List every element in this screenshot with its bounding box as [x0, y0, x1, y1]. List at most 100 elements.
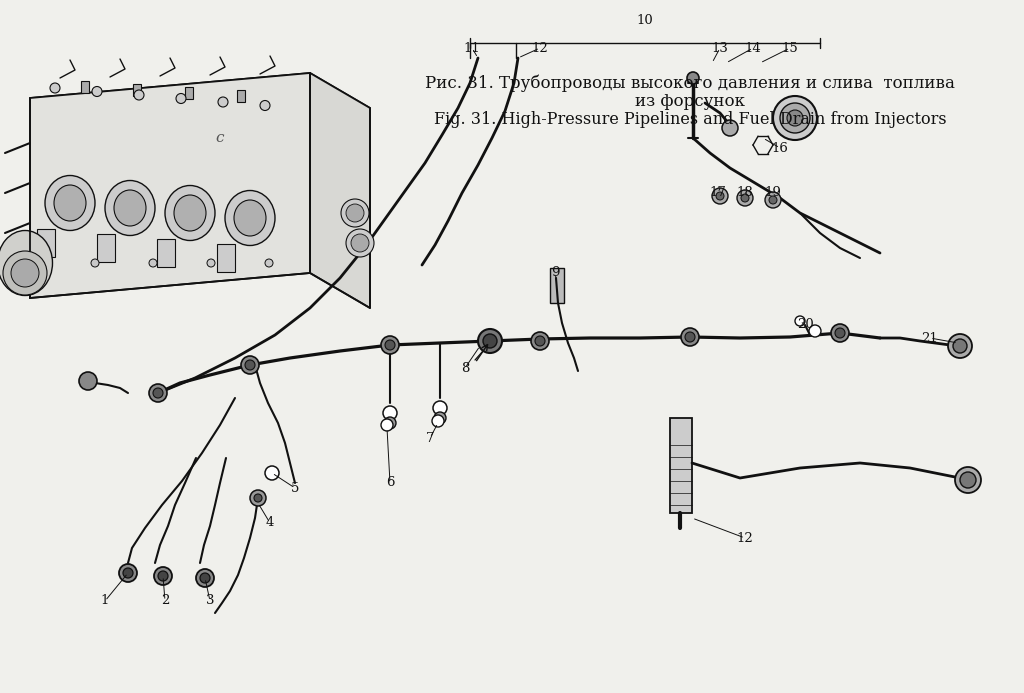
Circle shape	[384, 417, 396, 429]
Circle shape	[265, 259, 273, 267]
Circle shape	[685, 332, 695, 342]
Circle shape	[831, 324, 849, 342]
Text: 10: 10	[637, 15, 653, 28]
Ellipse shape	[234, 200, 266, 236]
Circle shape	[176, 94, 186, 103]
Circle shape	[245, 360, 255, 370]
Ellipse shape	[225, 191, 275, 245]
Circle shape	[948, 334, 972, 358]
Circle shape	[795, 316, 805, 326]
Circle shape	[765, 192, 781, 208]
Circle shape	[773, 96, 817, 140]
Polygon shape	[310, 73, 370, 308]
Circle shape	[218, 97, 228, 107]
Bar	[550, 268, 564, 303]
Circle shape	[953, 339, 967, 353]
Circle shape	[207, 259, 215, 267]
Circle shape	[687, 72, 699, 84]
Circle shape	[92, 87, 102, 96]
Bar	[81, 81, 89, 93]
Text: 9: 9	[551, 267, 559, 279]
Circle shape	[158, 571, 168, 581]
Text: 4: 4	[266, 516, 274, 529]
Circle shape	[381, 336, 399, 354]
Circle shape	[254, 494, 262, 502]
Text: 21: 21	[922, 331, 938, 344]
Circle shape	[955, 467, 981, 493]
Ellipse shape	[45, 175, 95, 231]
Bar	[217, 244, 234, 272]
Circle shape	[200, 573, 210, 583]
Text: 19: 19	[765, 186, 781, 200]
Text: Рис. 31. Трубопроводы высокого давления и слива  топлива: Рис. 31. Трубопроводы высокого давления …	[425, 74, 955, 91]
Circle shape	[119, 564, 137, 582]
Circle shape	[809, 325, 821, 337]
Circle shape	[722, 120, 738, 136]
Text: Fig. 31. High-Pressure Pipelines and Fuel Drain from Injectors: Fig. 31. High-Pressure Pipelines and Fue…	[434, 112, 946, 128]
Circle shape	[79, 372, 97, 390]
Ellipse shape	[114, 190, 146, 226]
Circle shape	[196, 569, 214, 587]
Circle shape	[478, 329, 502, 353]
Bar	[237, 90, 245, 102]
Circle shape	[712, 188, 728, 204]
Text: 2: 2	[161, 595, 169, 608]
Text: 18: 18	[736, 186, 754, 200]
Text: 12: 12	[736, 532, 754, 545]
Circle shape	[351, 234, 369, 252]
Circle shape	[154, 567, 172, 585]
Ellipse shape	[105, 180, 155, 236]
Circle shape	[3, 251, 47, 295]
Circle shape	[346, 229, 374, 257]
Circle shape	[737, 190, 753, 206]
Text: 7: 7	[426, 432, 434, 444]
Circle shape	[381, 419, 393, 431]
Text: 14: 14	[744, 42, 762, 55]
Circle shape	[385, 340, 395, 350]
Circle shape	[150, 259, 157, 267]
Circle shape	[341, 199, 369, 227]
Polygon shape	[30, 73, 370, 133]
Circle shape	[241, 356, 259, 374]
Circle shape	[91, 259, 99, 267]
Circle shape	[716, 192, 724, 200]
Circle shape	[383, 406, 397, 420]
Text: 17: 17	[710, 186, 726, 200]
Ellipse shape	[0, 231, 52, 295]
Circle shape	[769, 196, 777, 204]
Circle shape	[531, 332, 549, 350]
Bar	[133, 84, 141, 96]
Text: 5: 5	[291, 482, 299, 495]
Circle shape	[250, 490, 266, 506]
Text: 13: 13	[712, 42, 728, 55]
Circle shape	[123, 568, 133, 578]
Text: 16: 16	[771, 141, 788, 155]
Text: 8: 8	[461, 362, 469, 374]
Circle shape	[434, 412, 446, 424]
Circle shape	[260, 100, 270, 110]
Polygon shape	[30, 73, 310, 298]
Ellipse shape	[54, 185, 86, 221]
Circle shape	[432, 415, 444, 427]
Text: из форсунок: из форсунок	[635, 92, 745, 109]
Circle shape	[535, 336, 545, 346]
Circle shape	[741, 194, 749, 202]
Text: 15: 15	[781, 42, 799, 55]
Circle shape	[787, 110, 803, 126]
Circle shape	[433, 401, 447, 415]
Bar	[157, 239, 175, 267]
Circle shape	[11, 259, 39, 287]
Text: 1: 1	[100, 595, 110, 608]
Circle shape	[961, 472, 976, 488]
Bar	[185, 87, 193, 99]
Circle shape	[681, 328, 699, 346]
Circle shape	[780, 103, 810, 133]
Circle shape	[150, 384, 167, 402]
Bar	[37, 229, 55, 257]
Bar	[670, 418, 692, 513]
Circle shape	[50, 83, 60, 93]
Text: 20: 20	[797, 319, 813, 331]
Text: 3: 3	[206, 595, 214, 608]
Circle shape	[483, 334, 497, 348]
Bar	[97, 234, 115, 262]
